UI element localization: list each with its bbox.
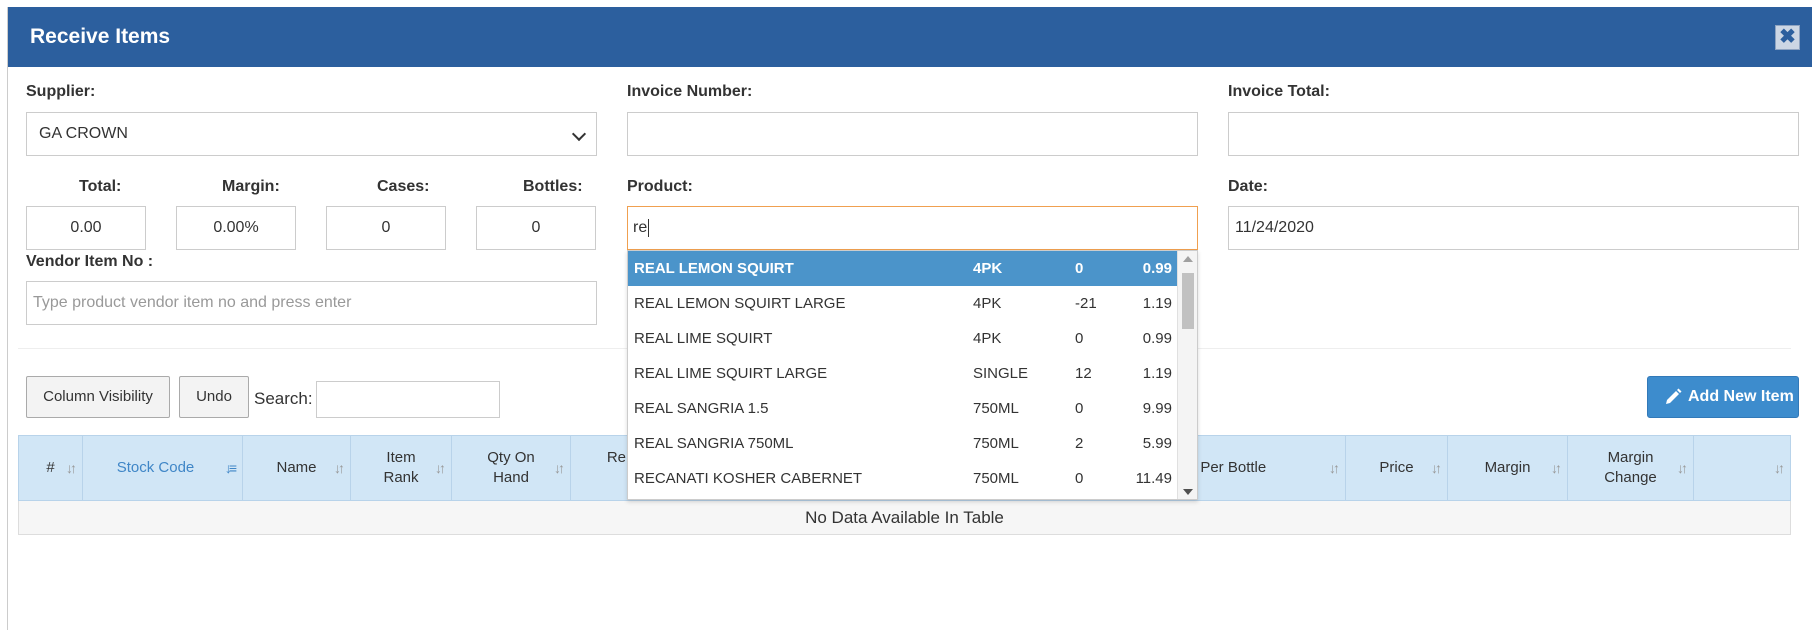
autocomplete-item[interactable]: REAL LEMON SQUIRT 4PK 0 0.99 [628,251,1178,286]
autocomplete-scrollbar[interactable] [1177,251,1197,499]
sort-icon: ↓↑ [1431,460,1442,476]
col-margin-change[interactable]: Margin Change ↓↑ [1568,436,1694,500]
autocomplete-item[interactable]: REAL SANGRIA 1.5 750ML 0 9.99 [634,400,1172,417]
margin-label: Margin: [222,178,280,195]
vendor-item-input[interactable]: Type product vendor item no and press en… [26,281,597,325]
vendor-item-label: Vendor Item No : [26,253,154,270]
sort-icon: ↓↑ [1677,460,1688,476]
supplier-select[interactable]: GA CROWN [26,112,597,156]
col-number[interactable]: # ↓↑ [19,436,83,500]
col-price[interactable]: Price ↓↑ [1346,436,1448,500]
text-cursor [648,218,650,237]
supplier-label: Supplier: [26,83,96,100]
search-input[interactable] [316,381,500,418]
supplier-value: GA CROWN [39,125,128,142]
col-stock-code[interactable]: Stock Code ↓≡ [83,436,243,500]
bottles-field: 0 [476,206,596,250]
modal-header: Receive Items ✖ [8,7,1812,67]
invoice-total-input[interactable] [1228,112,1799,156]
product-input[interactable]: re [627,206,1198,250]
col-cost-per-bottle[interactable]: t Per Bottle ↓↑ [1190,436,1346,500]
sort-icon: ↓↑ [1329,460,1340,476]
sort-icon: ↓↑ [334,460,345,476]
pencil-icon [1666,388,1682,404]
invoice-total-label: Invoice Total: [1228,83,1330,100]
sort-icon: ↓↑ [66,460,77,476]
date-label: Date: [1228,178,1269,195]
invoice-number-label: Invoice Number: [627,83,753,100]
scroll-down-icon[interactable] [1183,489,1193,495]
sort-icon: ↓↑ [435,460,446,476]
cases-label: Cases: [377,178,430,195]
scrollbar-thumb[interactable] [1182,273,1194,329]
sort-icon: ↓↑ [554,460,565,476]
column-visibility-button[interactable]: Column Visibility [26,376,170,418]
col-item-rank[interactable]: Item Rank ↓↑ [351,436,452,500]
margin-field: 0.00% [176,206,296,250]
col-actions[interactable]: ↓↑ [1694,436,1790,500]
sort-icon: ↓↑ [1551,460,1562,476]
autocomplete-item[interactable]: REAL LIME SQUIRT LARGE SINGLE 12 1.19 [634,365,1172,382]
modal-title: Receive Items [30,25,171,48]
chevron-down-icon [571,126,587,142]
bottles-label: Bottles: [523,178,583,195]
add-new-item-label: Add New Item [1688,388,1794,405]
col-name[interactable]: Name ↓↑ [243,436,351,500]
col-re[interactable]: Re [571,436,629,500]
cases-field: 0 [326,206,446,250]
invoice-number-input[interactable] [627,112,1198,156]
search-label: Search: [254,389,313,408]
date-input[interactable]: 11/24/2020 [1228,206,1799,250]
total-field: 0.00 [26,206,146,250]
sort-icon: ↓↑ [1774,460,1785,476]
autocomplete-item[interactable]: REAL SANGRIA 750ML 750ML 2 5.99 [634,435,1172,452]
scroll-up-icon[interactable] [1183,256,1193,262]
product-label: Product: [627,178,693,195]
product-autocomplete-list: REAL LEMON SQUIRT 4PK 0 0.99 REAL LEMON … [627,250,1198,500]
autocomplete-item[interactable]: REAL LIME SQUIRT 4PK 0 0.99 [634,330,1172,347]
product-value: re [633,219,648,236]
add-new-item-button[interactable]: Add New Item [1647,376,1799,418]
col-qty-on-hand[interactable]: Qty On Hand ↓↑ [452,436,571,500]
col-margin[interactable]: Margin ↓↑ [1448,436,1568,500]
undo-button[interactable]: Undo [179,376,249,418]
close-icon[interactable]: ✖ [1775,25,1800,50]
autocomplete-item[interactable]: RECANATI KOSHER CABERNET 750ML 0 11.49 [634,470,1172,487]
sort-asc-icon: ↓≡ [224,460,237,476]
autocomplete-item[interactable]: REAL LEMON SQUIRT LARGE 4PK -21 1.19 [634,295,1172,312]
total-label: Total: [79,178,122,195]
table-empty-message: No Data Available In Table [18,501,1791,535]
